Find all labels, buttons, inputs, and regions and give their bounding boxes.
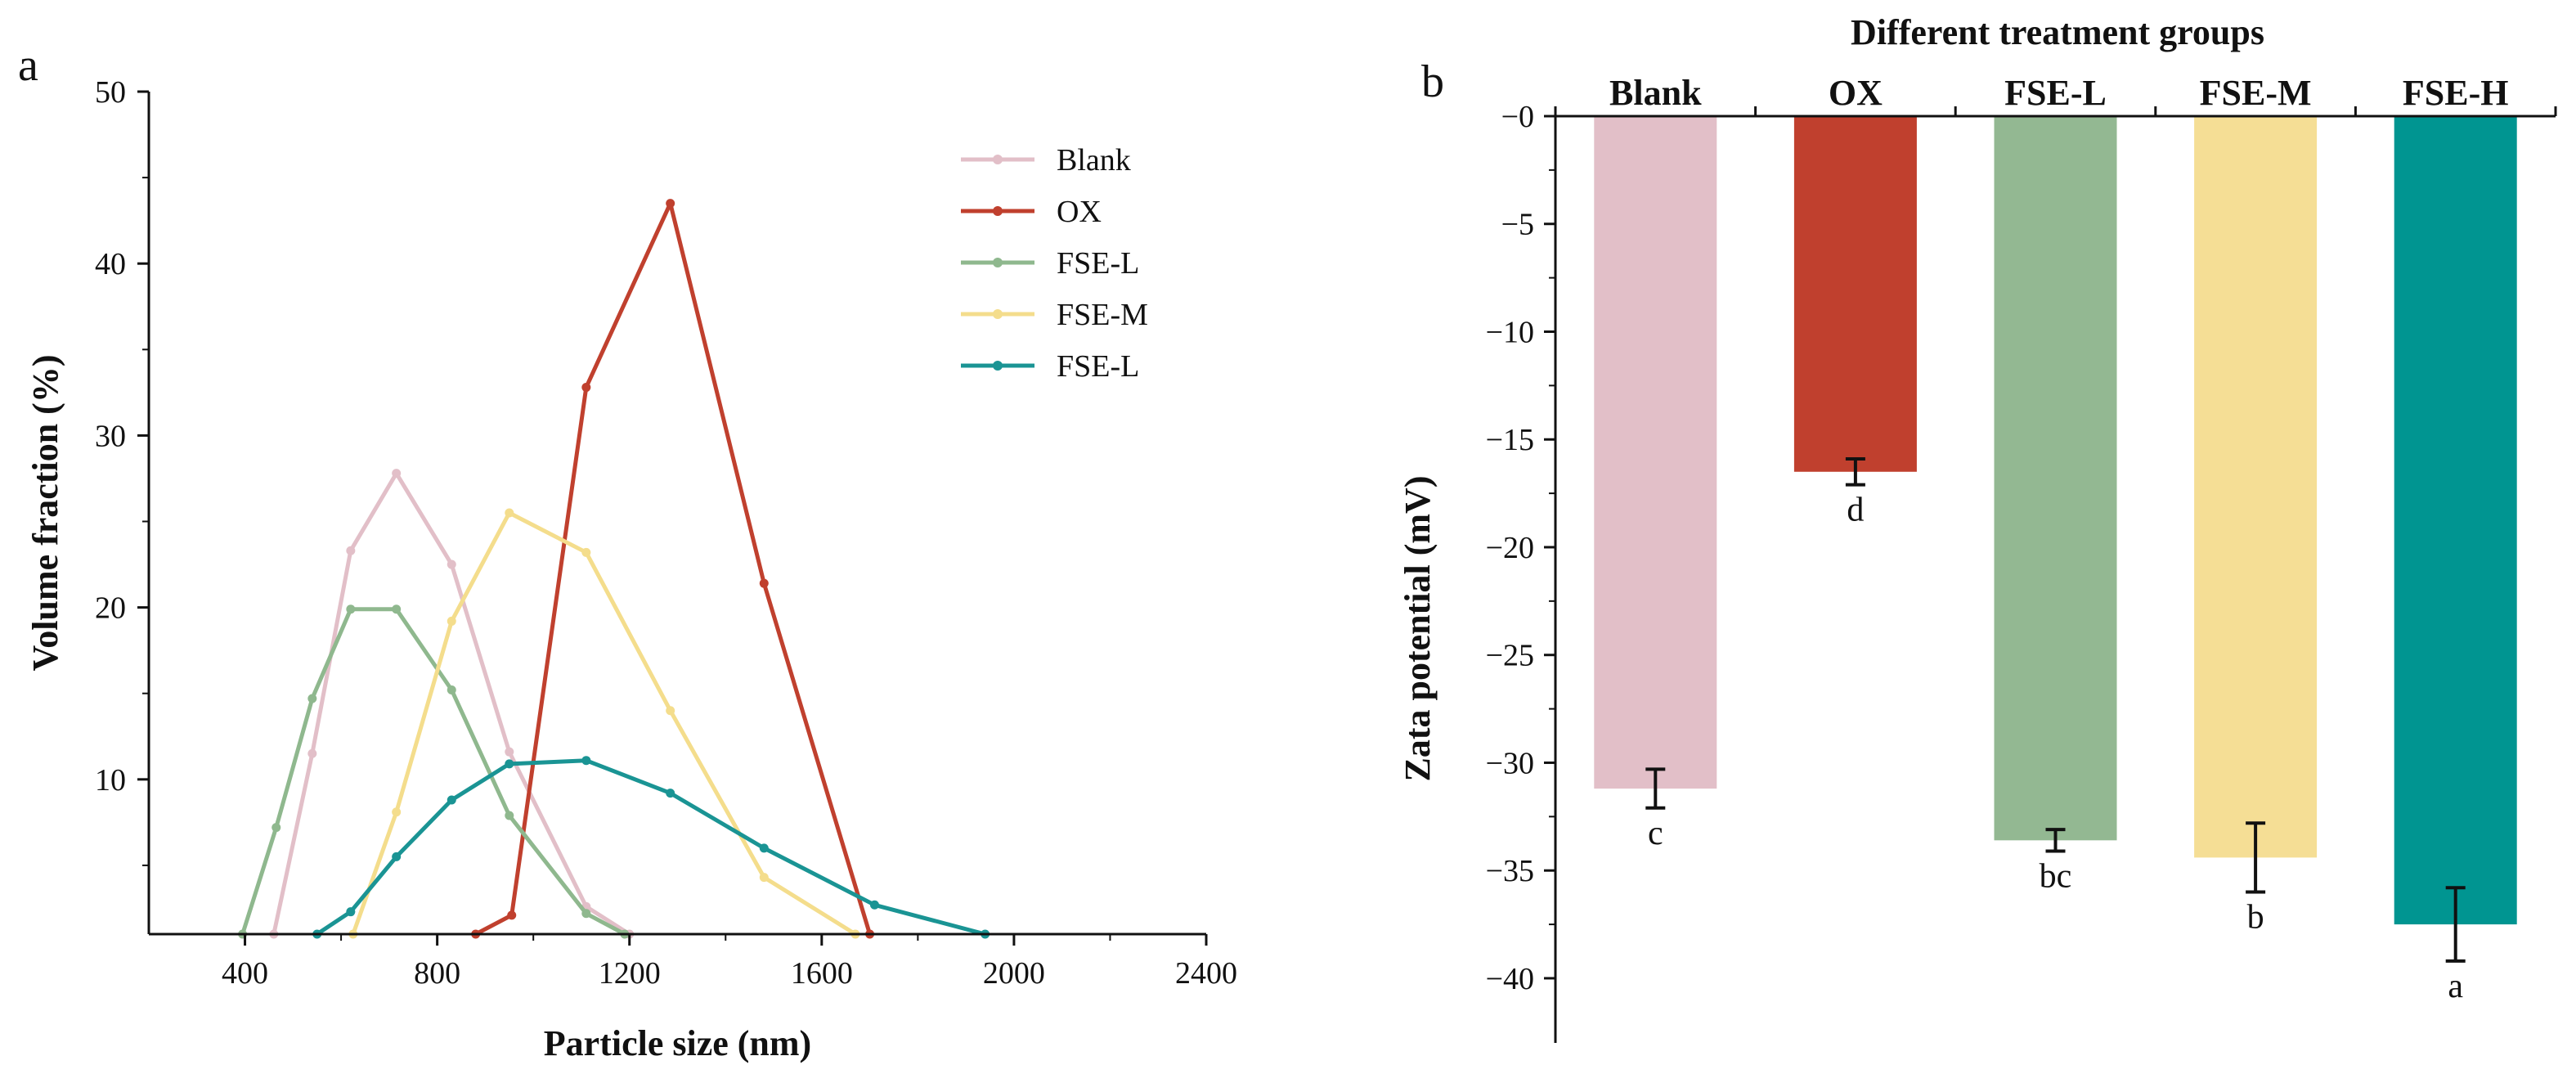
- data-point: [759, 578, 769, 588]
- significance-label: c: [1648, 815, 1663, 852]
- category-label: Blank: [1609, 73, 1702, 113]
- data-point: [505, 759, 514, 769]
- y-tick-label: 10: [95, 763, 126, 798]
- axes: 400 800 1200 1600 2000 2400 10 20 30 40 50: [95, 75, 1237, 991]
- legend-marker: [993, 258, 1003, 267]
- significance-label: b: [2247, 899, 2264, 937]
- y-tick-label: −5: [1501, 208, 1534, 242]
- x-axis-title: Particle size (nm): [544, 1023, 811, 1063]
- legend-label: FSE-L: [1057, 349, 1139, 384]
- bar-ox: [1793, 116, 1917, 472]
- y-tick-label: −15: [1486, 423, 1534, 457]
- data-point: [307, 694, 317, 703]
- legend-label: OX: [1057, 195, 1102, 229]
- category-label: FSE-L: [2004, 73, 2107, 113]
- data-point: [447, 795, 456, 805]
- y-tick-label: 30: [95, 419, 126, 453]
- legend-label: FSE-M: [1057, 298, 1148, 332]
- data-point: [507, 910, 517, 920]
- category-label: FSE-M: [2200, 73, 2312, 113]
- data-point: [666, 706, 675, 716]
- data-point: [505, 747, 514, 757]
- significance-label: a: [2448, 968, 2463, 1005]
- legend-marker: [993, 361, 1003, 371]
- category-label: FSE-H: [2403, 73, 2509, 113]
- y-axis-title: Zata potential (mV): [1398, 476, 1438, 782]
- data-point: [392, 807, 402, 817]
- data-point: [666, 199, 675, 209]
- line-series-group: [238, 199, 990, 939]
- y-tick-label: −25: [1486, 639, 1534, 673]
- data-point: [346, 604, 356, 614]
- data-point: [447, 685, 456, 695]
- x-tick-label: 2000: [983, 956, 1045, 991]
- y-tick-label: −40: [1486, 962, 1534, 996]
- data-point: [392, 852, 402, 861]
- x-tick-label: 800: [414, 956, 460, 991]
- data-point: [346, 546, 356, 555]
- category-label: OX: [1829, 73, 1883, 113]
- y-tick-label: 20: [95, 591, 126, 626]
- data-point: [581, 383, 591, 393]
- y-tick-label: −20: [1486, 531, 1534, 565]
- x-tick-label: 2400: [1175, 956, 1237, 991]
- x-tick-label: 1200: [599, 956, 661, 991]
- y-axis-title: Volume fraction (%): [25, 355, 65, 672]
- panel-b-letter: b: [1421, 56, 1444, 107]
- particle-size-chart: 400 800 1200 1600 2000 2400 10 20 30 40 50 Blank OX…: [25, 75, 1237, 1063]
- data-point: [307, 748, 317, 758]
- y-tick-label: −35: [1486, 854, 1534, 888]
- data-point: [392, 469, 402, 479]
- panel-a-letter: a: [18, 40, 38, 91]
- legend-marker: [993, 155, 1003, 164]
- legend-marker: [993, 206, 1003, 216]
- y-tick-label: 50: [95, 75, 126, 110]
- y-tick-label: −10: [1486, 315, 1534, 349]
- series-line-1: [272, 471, 631, 937]
- data-point: [759, 873, 769, 883]
- data-point: [581, 909, 591, 919]
- series-line-5: [316, 758, 986, 937]
- bar-group: c Blank d OX bc FSE-L b FSE-M a FSE-H: [1594, 73, 2517, 1005]
- significance-label: bc: [2040, 857, 2072, 895]
- x-tick-label: 1600: [791, 956, 853, 991]
- axes: −0 −5 −10 −15 −20 −25 −30 −35 −40: [1486, 100, 2557, 1043]
- bar-fse-h: [2394, 116, 2517, 925]
- data-point: [581, 756, 591, 766]
- series-line-4: [351, 510, 857, 937]
- data-point: [505, 811, 514, 820]
- data-point: [869, 900, 879, 910]
- data-point: [346, 907, 356, 917]
- bar-fse-m: [2194, 116, 2318, 858]
- zeta-potential-chart: Different treatment groups c Blank d OX bc FS…: [1398, 12, 2557, 1043]
- y-tick-label: 40: [95, 247, 126, 281]
- data-point: [447, 616, 456, 626]
- data-point: [272, 823, 281, 833]
- y-tick-label: −0: [1501, 100, 1534, 134]
- chart-title: Different treatment groups: [1851, 12, 2264, 52]
- x-tick-label: 400: [222, 956, 268, 991]
- bar-blank: [1594, 116, 1717, 789]
- data-point: [505, 508, 514, 518]
- y-tick-label: −30: [1486, 746, 1534, 780]
- data-point: [759, 843, 769, 853]
- legend: Blank OX FSE-L FSE-M FSE-L: [961, 143, 1148, 384]
- legend-label: FSE-L: [1057, 246, 1139, 281]
- data-point: [666, 789, 675, 798]
- data-point: [581, 547, 591, 557]
- legend-label: Blank: [1057, 143, 1131, 178]
- data-point: [392, 604, 402, 614]
- series-line-3: [240, 607, 626, 937]
- series-line-2: [474, 201, 872, 937]
- legend-marker: [993, 309, 1003, 319]
- bar-fse-l: [1994, 116, 2117, 841]
- data-point: [447, 559, 456, 569]
- significance-label: d: [1847, 492, 1864, 529]
